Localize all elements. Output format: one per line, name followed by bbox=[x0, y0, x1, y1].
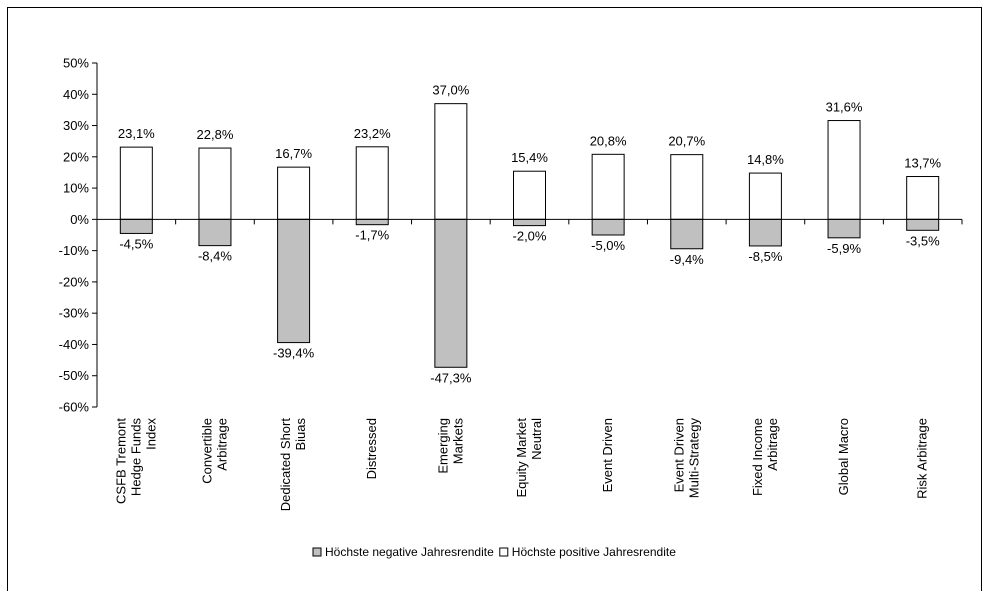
data-label-negative: -3,5% bbox=[906, 233, 940, 248]
data-label-negative: -39,4% bbox=[273, 346, 315, 361]
y-tick-label: -10% bbox=[59, 243, 90, 258]
y-tick-label: 40% bbox=[63, 87, 89, 102]
category-label-line: Distressed bbox=[364, 418, 379, 479]
data-label-positive: 15,4% bbox=[511, 150, 548, 165]
y-tick-label: -40% bbox=[59, 337, 90, 352]
category-label-line: Event Driven bbox=[671, 418, 686, 492]
category-label: Convertible Arbitrage bbox=[199, 418, 229, 484]
y-tick-label: 30% bbox=[63, 118, 89, 133]
bar-positive bbox=[906, 176, 940, 220]
category-label-line: Arbitrage bbox=[214, 418, 229, 471]
data-label-negative: -47,3% bbox=[430, 370, 472, 385]
bar-negative bbox=[355, 218, 389, 226]
legend-label-negative: Höchste negative Jahresrendite bbox=[325, 545, 494, 559]
category-label: Risk Arbitrage bbox=[915, 418, 930, 499]
category-label-line: CSFB Tremont bbox=[113, 418, 128, 504]
category-label: Dedicated Short Biuas bbox=[278, 418, 308, 512]
data-label-negative: -4,5% bbox=[119, 236, 153, 251]
data-label-positive: 14,8% bbox=[747, 152, 784, 167]
category-label-line: Dedicated Short bbox=[278, 418, 293, 512]
category-label: Event Driven Multi-Strategy bbox=[671, 418, 701, 499]
bar-negative bbox=[670, 218, 704, 250]
data-label-positive: 20,8% bbox=[590, 133, 627, 148]
y-tick-label: 10% bbox=[63, 181, 89, 196]
data-label-positive: 13,7% bbox=[904, 156, 941, 171]
category-label: Event Driven bbox=[600, 418, 615, 492]
category-label: Global Macro bbox=[836, 418, 851, 495]
bar-positive bbox=[670, 154, 704, 220]
y-tick-label: -20% bbox=[59, 274, 90, 289]
category-label-line: Global Macro bbox=[836, 418, 851, 495]
data-label-positive: 20,7% bbox=[668, 134, 705, 149]
category-label: Equity Market Neutral bbox=[514, 418, 544, 498]
category-label-line: Equity Market bbox=[514, 418, 529, 498]
bar-positive bbox=[277, 166, 311, 220]
y-tick-label: -60% bbox=[59, 400, 90, 415]
bar-negative bbox=[827, 218, 861, 239]
bar-negative bbox=[513, 218, 546, 227]
category-label-line: Risk Arbitrage bbox=[915, 418, 930, 499]
data-label-negative: -1,7% bbox=[355, 228, 389, 243]
data-label-positive: 37,0% bbox=[432, 83, 469, 98]
category-label-line: Event Driven bbox=[600, 418, 615, 492]
y-tick-label: 0% bbox=[70, 212, 89, 227]
data-label-negative: -8,4% bbox=[198, 249, 232, 264]
category-label-line: Hedge Funds bbox=[128, 418, 143, 497]
bar-negative bbox=[119, 218, 153, 234]
category-label-line: Fixed Income bbox=[750, 418, 765, 496]
y-tick-label: 50% bbox=[63, 56, 89, 71]
category-label: CSFB Tremont Hedge Funds Index bbox=[113, 418, 158, 504]
data-label-positive: 22,8% bbox=[197, 127, 234, 142]
bar-positive bbox=[198, 147, 232, 220]
data-label-negative: -5,9% bbox=[827, 241, 861, 256]
chart-frame bbox=[7, 7, 982, 591]
bar-negative bbox=[198, 218, 232, 247]
category-label-line: Biuas bbox=[293, 418, 308, 451]
category-label: Emerging Markets bbox=[435, 418, 465, 474]
bar-negative bbox=[748, 218, 782, 247]
bar-positive bbox=[355, 146, 389, 220]
data-label-positive: 23,2% bbox=[354, 126, 391, 141]
data-label-negative: -5,0% bbox=[591, 238, 625, 253]
data-label-negative: -9,4% bbox=[670, 252, 704, 267]
category-label-line: Emerging bbox=[435, 418, 450, 474]
category-label-line: Multi-Strategy bbox=[686, 418, 701, 499]
bar-positive bbox=[513, 170, 546, 220]
bar-negative bbox=[591, 218, 625, 236]
category-label: Fixed Income Arbitrage bbox=[750, 418, 780, 496]
bar-positive bbox=[434, 103, 468, 220]
category-label-line: Neutral bbox=[529, 418, 544, 460]
legend-swatch-negative bbox=[312, 547, 322, 557]
bar-positive bbox=[591, 153, 625, 220]
category-label-line: Convertible bbox=[199, 418, 214, 484]
data-label-positive: 16,7% bbox=[275, 146, 312, 161]
y-tick-label: -50% bbox=[59, 368, 90, 383]
bar-negative bbox=[277, 218, 311, 344]
bar-negative bbox=[434, 218, 468, 368]
y-tick-label: -30% bbox=[59, 306, 90, 321]
data-label-positive: 23,1% bbox=[118, 126, 155, 141]
data-label-negative: -8,5% bbox=[748, 249, 782, 264]
legend-label-positive: Höchste positive Jahresrendite bbox=[512, 545, 676, 559]
bar-positive bbox=[119, 146, 153, 220]
bar-positive bbox=[827, 120, 861, 220]
bar-positive bbox=[748, 172, 782, 220]
data-label-negative: -2,0% bbox=[513, 229, 547, 244]
category-label-line: Index bbox=[143, 418, 158, 450]
bar-negative bbox=[906, 218, 940, 231]
category-label-line: Markets bbox=[450, 418, 465, 465]
data-label-positive: 31,6% bbox=[826, 100, 863, 115]
y-tick-label: 20% bbox=[63, 149, 89, 164]
category-label-line: Arbitrage bbox=[765, 418, 780, 471]
category-label: Distressed bbox=[364, 418, 379, 479]
legend-swatch-positive bbox=[499, 547, 509, 557]
